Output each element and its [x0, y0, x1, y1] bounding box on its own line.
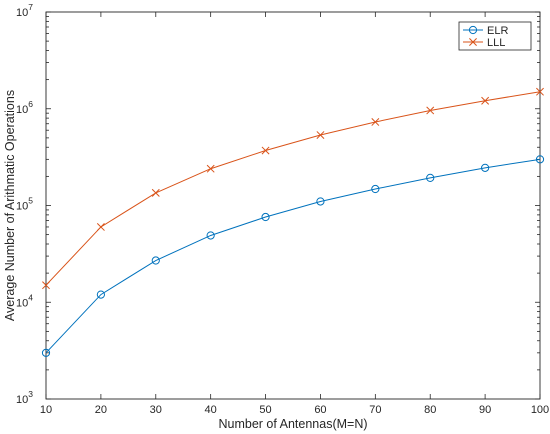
data-point-lll	[206, 164, 215, 173]
y-tick-label: 105	[16, 196, 33, 213]
y-tick-label: 103	[16, 389, 33, 406]
data-point-elr	[481, 163, 490, 172]
minor-ticks	[46, 16, 540, 371]
x-tick-label: 100	[531, 404, 549, 416]
y-axis-label: Average Number of Arithmatic Operations	[3, 90, 17, 321]
series-lll	[42, 87, 544, 290]
series-line-elr	[45, 158, 541, 354]
data-point-elr	[426, 173, 435, 182]
y-tick-label: 106	[16, 99, 33, 116]
data-point-lll	[316, 131, 325, 139]
legend-entry-elr: ELR	[463, 25, 508, 37]
y-tick-labels: 103 104 105 106 107	[16, 2, 33, 406]
x-tick-labels: 10 20 30 40 50 60 70 80 90 100	[40, 404, 549, 416]
data-point-lll	[261, 146, 270, 155]
x-axis-label: Number of Antennas(M=N)	[218, 417, 367, 431]
data-point-elr	[151, 256, 160, 265]
data-point-lll	[426, 106, 435, 115]
data-point-elr	[41, 348, 51, 357]
data-point-elr	[206, 231, 215, 240]
x-tick-label: 70	[369, 404, 381, 416]
data-point-elr	[261, 212, 270, 222]
x-tick-label: 80	[424, 404, 436, 416]
data-point-lll	[536, 87, 544, 96]
data-point-elr	[535, 155, 545, 164]
legend-label-lll: LLL	[487, 37, 505, 49]
x-tick-label: 90	[479, 404, 491, 416]
x-tick-label: 50	[259, 404, 271, 416]
legend-label-elr: ELR	[487, 25, 508, 37]
y-tick-exponent: 7	[28, 2, 33, 12]
series-layer	[41, 87, 545, 357]
data-point-lll	[481, 96, 490, 105]
y-tick-exponent: 6	[28, 99, 33, 109]
y-tick-exponent: 4	[28, 292, 33, 302]
legend-marker-elr	[468, 25, 478, 35]
data-point-lll	[371, 118, 380, 126]
data-point-lll	[151, 188, 160, 197]
x-tick-label: 40	[205, 404, 217, 416]
x-tick-label: 60	[314, 404, 326, 416]
y-tick-exponent: 3	[28, 389, 33, 399]
data-point-lll	[42, 281, 50, 290]
axes-box	[45, 11, 541, 400]
x-tick-label: 10	[40, 404, 52, 416]
data-point-elr	[371, 184, 380, 194]
y-tick-label: 107	[16, 2, 33, 19]
legend-entry-lll: LLL	[463, 37, 505, 49]
major-ticks	[45, 11, 541, 400]
x-tick-label: 30	[150, 404, 162, 416]
series-elr	[41, 155, 545, 357]
data-point-lll	[96, 223, 105, 231]
data-point-elr	[96, 290, 105, 299]
legend-marker-lll	[469, 38, 477, 46]
data-point-elr	[316, 197, 325, 206]
y-tick-exponent: 5	[28, 196, 33, 206]
x-tick-label: 20	[95, 404, 107, 416]
series-line-lll	[45, 91, 541, 286]
y-tick-label: 104	[16, 292, 33, 309]
